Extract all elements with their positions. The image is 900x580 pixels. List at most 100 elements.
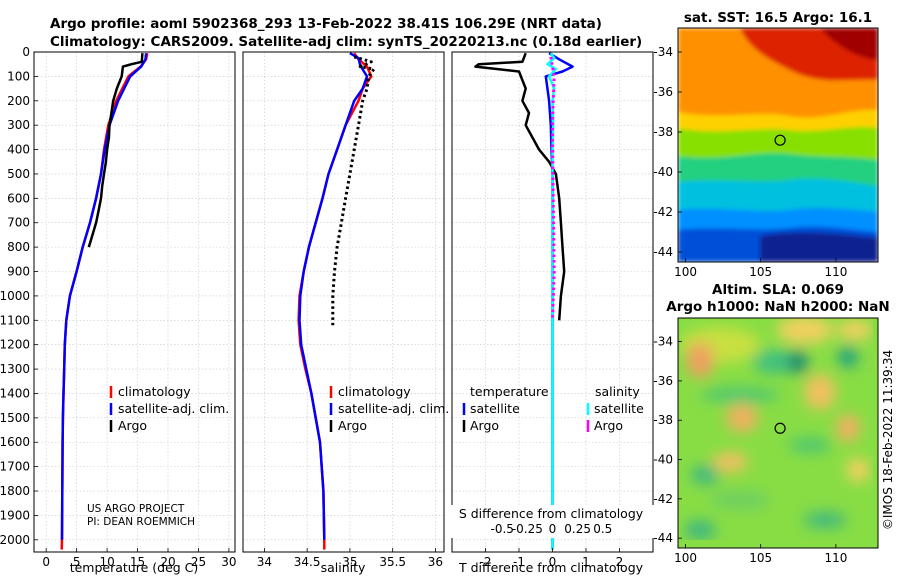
map-lat-tick-label: -36 bbox=[653, 374, 673, 388]
x-tick-label: 36 bbox=[428, 555, 443, 569]
depth-tick-label: 1600 bbox=[0, 435, 30, 449]
sla-map-title: Altim. SLA: 0.069 bbox=[712, 282, 844, 298]
map-lat-tick-label: -42 bbox=[653, 205, 673, 219]
depth-tick-label: 1500 bbox=[0, 411, 30, 425]
salinity-grid bbox=[243, 51, 444, 552]
depth-tick-label: 500 bbox=[7, 167, 30, 181]
s-tick-label: 0.5 bbox=[593, 522, 612, 536]
map-lat-tick-label: -40 bbox=[653, 165, 673, 179]
argo-float-marker bbox=[774, 422, 786, 434]
x-tick-label: 5 bbox=[73, 555, 81, 569]
t-difference-x-ticks: -2 -1 0 1 2 bbox=[480, 548, 624, 569]
salinity-plot-area bbox=[243, 52, 444, 552]
salinity-legend: climatology satellite-adj. clim. Argo bbox=[329, 384, 449, 433]
difference-series bbox=[474, 52, 574, 550]
map-lon-tick-label: 100 bbox=[674, 551, 697, 565]
x-tick-label: 0 bbox=[549, 555, 557, 569]
map-lon-tick-label: 100 bbox=[674, 265, 697, 279]
temperature-series bbox=[60, 52, 149, 550]
x-tick-label: 34 bbox=[257, 555, 272, 569]
s-tick-label: 0.25 bbox=[564, 522, 591, 536]
depth-tick-label: 100 bbox=[7, 69, 30, 83]
x-tick-label: 25 bbox=[191, 555, 206, 569]
t-difference-x-label: T difference from climatology bbox=[458, 560, 644, 575]
series-line-argo bbox=[331, 55, 376, 326]
temperature-axes-frame bbox=[33, 51, 236, 553]
imos-credit: ©IMOS 18-Feb-2022 11:39:34 bbox=[881, 350, 895, 530]
depth-tick-label: 1200 bbox=[0, 338, 30, 352]
legend-label-satellite-adj: satellite-adj. clim. bbox=[338, 401, 449, 416]
temperature-plot-area bbox=[34, 52, 235, 552]
salinity-panel: 34 34.5 35 35.5 36 salinity climatology sate… bbox=[242, 51, 449, 575]
x-tick-label: 30 bbox=[221, 555, 236, 569]
s-tick-label: 0 bbox=[549, 522, 557, 536]
map-lat-tick-label: -40 bbox=[653, 453, 673, 467]
difference-panel: -2 -1 0 1 2 S difference from climatology -0… bbox=[450, 51, 655, 575]
map-lat-tick-label: -36 bbox=[653, 85, 673, 99]
header-title-line2: Climatology: CARS2009. Satellite-adj cli… bbox=[50, 34, 642, 50]
map-lat-tick-label: -38 bbox=[653, 413, 673, 427]
s-difference-ticks: -0.5-0.25 0 0.25 0.5 bbox=[491, 522, 613, 536]
x-tick-label: 34.5 bbox=[294, 555, 321, 569]
salinity-x-label: salinity bbox=[321, 560, 366, 575]
depth-tick-label: 600 bbox=[7, 191, 30, 205]
legend-label-salinity-satellite: satellite bbox=[594, 401, 644, 416]
legend-label-satellite-adj: satellite-adj. clim. bbox=[118, 401, 229, 416]
depth-tick-label: 1700 bbox=[0, 460, 30, 474]
x-tick-label: -1 bbox=[513, 555, 525, 569]
legend-header-salinity: salinity bbox=[595, 384, 640, 399]
salinity-series bbox=[297, 52, 376, 550]
credit-project: US ARGO PROJECT bbox=[87, 503, 185, 515]
map-lat-tick-label: -34 bbox=[653, 335, 673, 349]
temperature-grid bbox=[34, 51, 235, 552]
x-tick-label: 10 bbox=[99, 555, 114, 569]
series-line-satellite-adj-clim- bbox=[60, 53, 148, 540]
legend-label-temperature-argo: Argo bbox=[470, 418, 499, 433]
map-lon-tick-label: 110 bbox=[824, 551, 847, 565]
x-tick-label: 15 bbox=[130, 555, 145, 569]
sla-map-panel: Altim. SLA: 0.069 Argo h1000: NaN h2000:… bbox=[653, 282, 889, 565]
salinity-x-ticks: 34 34.5 35 35.5 36 bbox=[257, 548, 443, 569]
map-lat-tick-label: -44 bbox=[653, 531, 673, 545]
depth-tick-label: 200 bbox=[7, 94, 30, 108]
x-tick-label: 35 bbox=[342, 555, 357, 569]
map-lon-tick-label: 110 bbox=[824, 265, 847, 279]
credit-pi: PI: DEAN ROEMMICH bbox=[87, 516, 195, 528]
x-tick-label: 20 bbox=[160, 555, 175, 569]
map-lat-tick-label: -34 bbox=[653, 45, 673, 59]
s-tick-label: -0.5 bbox=[491, 522, 514, 536]
sst-map-ticks: 100 105 110 -34 -36 -38 -40 -42 -44 bbox=[653, 45, 847, 279]
temperature-legend: climatology satellite-adj. clim. Argo bbox=[109, 384, 229, 433]
depth-tick-label: 1900 bbox=[0, 508, 30, 522]
temperature-panel: 0100200300400500600700800900100011001200… bbox=[0, 45, 237, 575]
legend-header-temperature: temperature bbox=[470, 384, 549, 399]
header-title-line1: Argo profile: aoml 5902368_293 13-Feb-20… bbox=[50, 16, 602, 32]
depth-tick-label: 900 bbox=[7, 265, 30, 279]
depth-tick-label: 700 bbox=[7, 216, 30, 230]
difference-legend: temperature satellite Argo salinity sate… bbox=[462, 384, 644, 433]
sla-map-image bbox=[678, 318, 878, 548]
map-lat-tick-label: -44 bbox=[653, 245, 673, 259]
s-difference-axis-label: S difference from climatology bbox=[459, 506, 644, 521]
temperature-x-label: temperature (deg C) bbox=[70, 560, 199, 575]
sla-map-ticks: 100 105 110 -34 -36 -38 -40 -42 -44 bbox=[653, 335, 847, 565]
series-line-satellite-adj-clim- bbox=[298, 52, 369, 540]
temperature-x-ticks: 0 5 10 15 20 25 30 bbox=[42, 548, 237, 569]
x-tick-label: 35.5 bbox=[379, 555, 406, 569]
map-lat-tick-label: -42 bbox=[653, 492, 673, 506]
depth-tick-label: 1000 bbox=[0, 289, 30, 303]
depth-tick-label: 1300 bbox=[0, 362, 30, 376]
depth-tick-label: 800 bbox=[7, 240, 30, 254]
sst-map-title: sat. SST: 16.5 Argo: 16.1 bbox=[684, 10, 872, 26]
x-tick-label: 2 bbox=[616, 555, 624, 569]
sla-map-subtitle: Argo h1000: NaN h2000: NaN bbox=[666, 299, 889, 315]
legend-label-salinity-argo: Argo bbox=[594, 418, 623, 433]
x-tick-label: 1 bbox=[582, 555, 590, 569]
s-tick-label: -0.25 bbox=[512, 522, 543, 536]
series-line-argo bbox=[87, 53, 144, 248]
argo-float-marker bbox=[774, 134, 786, 146]
sst-map-frame bbox=[677, 27, 879, 263]
series-line-temperature-argo bbox=[474, 52, 566, 321]
sst-map-panel: sat. SST: 16.5 Argo: 16.1 100 105 110 -34 -3… bbox=[653, 10, 879, 279]
